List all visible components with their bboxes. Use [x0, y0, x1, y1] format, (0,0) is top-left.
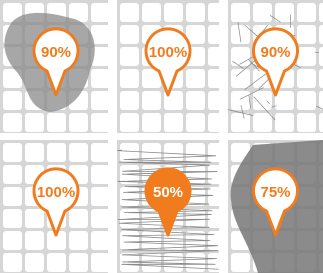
grid-cell — [319, 113, 323, 132]
grid-cell — [91, 165, 110, 184]
grid-cell — [208, 143, 227, 162]
grid-cell — [253, 3, 272, 22]
grid-cell — [142, 3, 161, 22]
percent-label: 100% — [37, 184, 75, 201]
grid-cell — [3, 209, 22, 228]
grid-cell — [3, 253, 22, 272]
grid-cell — [3, 187, 22, 206]
grid-cell — [142, 91, 161, 110]
grid-cell — [319, 91, 323, 110]
grid-cell — [164, 3, 183, 22]
grid-cell — [91, 187, 110, 206]
grid-cell — [208, 69, 227, 88]
grid-cell — [275, 3, 294, 22]
grid-cell — [231, 3, 250, 22]
grid-cell — [297, 91, 316, 110]
grid-cell — [186, 209, 205, 228]
grid-cell — [47, 143, 66, 162]
grid-cell — [231, 47, 250, 66]
grid-cell — [69, 231, 88, 250]
grid-cell — [3, 165, 22, 184]
grid-cell — [3, 113, 22, 132]
grid-cell — [3, 231, 22, 250]
grid-cell — [186, 91, 205, 110]
grid-cell — [91, 69, 110, 88]
grid-cell — [120, 3, 139, 22]
grid-cell — [25, 253, 44, 272]
grid-cell — [208, 113, 227, 132]
grid-cell — [25, 113, 44, 132]
grid-cell — [164, 143, 183, 162]
grid-cell — [186, 113, 205, 132]
grid-cell — [253, 91, 272, 110]
grid-cell — [297, 47, 316, 66]
grid-cell — [91, 143, 110, 162]
grid-cell — [319, 69, 323, 88]
grid-cell — [142, 231, 161, 250]
grid-cell — [25, 143, 44, 162]
grid-cell — [120, 113, 139, 132]
grid-cell — [275, 91, 294, 110]
grid-cell — [69, 143, 88, 162]
grid-cell — [3, 91, 22, 110]
percent-label: 100% — [149, 44, 187, 61]
grid-cell — [47, 113, 66, 132]
grid-cell — [91, 91, 110, 110]
grid-cell — [120, 47, 139, 66]
percent-label: 90% — [260, 44, 290, 61]
grid-cell — [186, 69, 205, 88]
grid-cell — [69, 209, 88, 228]
grid-cell — [231, 91, 250, 110]
grid-cell — [91, 3, 110, 22]
grid-cell — [275, 113, 294, 132]
grid-cell — [208, 187, 227, 206]
grid-cell — [69, 113, 88, 132]
grid-cell — [208, 165, 227, 184]
grid-cell — [208, 47, 227, 66]
grid-cell — [253, 113, 272, 132]
grid-cell — [120, 69, 139, 88]
percent-label: 90% — [41, 44, 71, 61]
grid-cell — [164, 113, 183, 132]
grid-cell — [120, 231, 139, 250]
grid-cell — [91, 209, 110, 228]
percent-label: 75% — [260, 184, 290, 201]
grid-cell — [319, 3, 323, 22]
grid-cell — [142, 113, 161, 132]
grid-cell — [3, 143, 22, 162]
grid-cell — [164, 253, 183, 272]
grid-cell — [231, 113, 250, 132]
grid-cell — [208, 91, 227, 110]
grid-cell — [319, 25, 323, 44]
grid-cell — [297, 69, 316, 88]
grid-cell — [91, 231, 110, 250]
grid-cell — [297, 113, 316, 132]
grid-cell — [231, 69, 250, 88]
grid-cell — [120, 91, 139, 110]
grid-cell — [25, 231, 44, 250]
grid-cell — [231, 253, 250, 272]
percent-label: 50% — [153, 184, 183, 201]
grid-cell — [208, 231, 227, 250]
grid-cell — [186, 253, 205, 272]
grid-cell — [25, 209, 44, 228]
grid-cell — [208, 209, 227, 228]
grid-cell — [186, 3, 205, 22]
grid-cell — [120, 25, 139, 44]
grid-cell — [186, 143, 205, 162]
grid-cell — [69, 253, 88, 272]
grid-cell — [208, 25, 227, 44]
grid-cell — [297, 3, 316, 22]
grid-cell — [319, 47, 323, 66]
grid-cell — [47, 253, 66, 272]
infographic: 90% 100% 90% 100% 50% 75% — [0, 0, 323, 273]
grid-cell — [208, 3, 227, 22]
grid-cell — [297, 25, 316, 44]
grid-cell — [120, 187, 139, 206]
grid-cell — [91, 253, 110, 272]
grid-cell — [91, 113, 110, 132]
